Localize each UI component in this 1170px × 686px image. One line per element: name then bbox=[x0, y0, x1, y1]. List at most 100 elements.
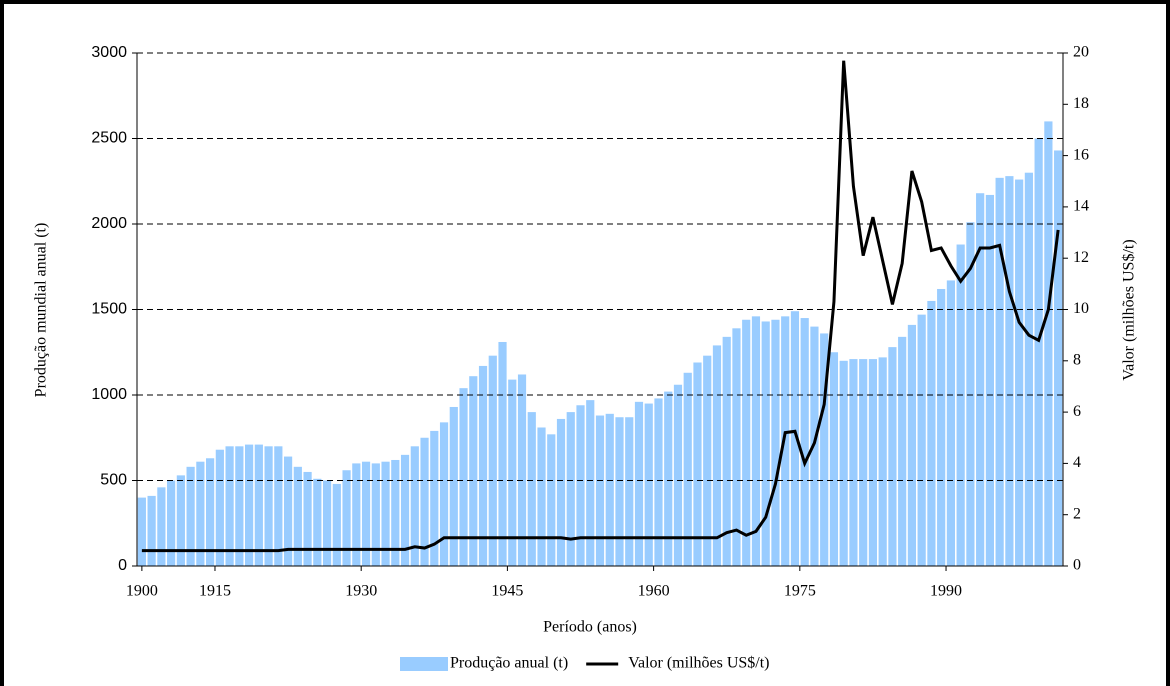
bar bbox=[907, 324, 917, 566]
bar bbox=[293, 466, 302, 566]
bar bbox=[829, 352, 839, 566]
bar bbox=[917, 314, 926, 566]
bar bbox=[527, 412, 536, 566]
bar bbox=[517, 374, 527, 566]
bar bbox=[751, 316, 761, 566]
bar bbox=[586, 400, 595, 566]
bar bbox=[673, 384, 683, 566]
bar bbox=[781, 316, 790, 566]
x-tick-label: 1930 bbox=[345, 583, 377, 600]
bar bbox=[995, 177, 1004, 566]
bar bbox=[147, 495, 156, 566]
x-tick-label: 1960 bbox=[638, 583, 670, 600]
bar bbox=[956, 244, 965, 566]
bar bbox=[1024, 172, 1033, 566]
bar bbox=[966, 222, 975, 567]
bar bbox=[478, 365, 488, 566]
bar bbox=[742, 319, 751, 566]
bar bbox=[1034, 138, 1043, 566]
bar bbox=[634, 401, 644, 566]
y2-tick-label: 6 bbox=[1073, 403, 1081, 420]
y2-tick-label: 8 bbox=[1073, 351, 1081, 368]
bar bbox=[361, 461, 371, 566]
bar bbox=[664, 391, 673, 566]
bar bbox=[761, 321, 770, 566]
bar bbox=[391, 459, 400, 566]
bar bbox=[245, 444, 254, 566]
bar bbox=[566, 412, 575, 566]
bar bbox=[576, 405, 585, 566]
bar bbox=[839, 360, 848, 566]
y2-tick-label: 14 bbox=[1073, 198, 1089, 215]
bar bbox=[206, 458, 215, 566]
y2-tick-label: 18 bbox=[1073, 95, 1089, 112]
bar bbox=[1015, 179, 1024, 567]
y-tick-label: 1500 bbox=[91, 301, 127, 318]
bar bbox=[215, 449, 224, 566]
bar bbox=[313, 478, 322, 566]
bar bbox=[644, 403, 653, 566]
x-tick-label: 1915 bbox=[199, 583, 231, 600]
y2-tick-label: 20 bbox=[1073, 44, 1089, 61]
bar bbox=[693, 362, 702, 566]
bar bbox=[274, 446, 283, 566]
bar bbox=[888, 347, 897, 566]
bar bbox=[167, 480, 176, 566]
bar bbox=[430, 430, 439, 566]
bar bbox=[157, 487, 166, 566]
bar bbox=[595, 415, 605, 566]
y-tick-label: 2000 bbox=[91, 215, 127, 232]
bar bbox=[976, 193, 985, 566]
x-tick-label: 1900 bbox=[126, 583, 158, 600]
bar bbox=[703, 355, 712, 566]
bar bbox=[1005, 176, 1014, 566]
legend-swatch bbox=[400, 657, 448, 671]
bar bbox=[322, 480, 332, 566]
bar bbox=[820, 333, 829, 566]
bar bbox=[137, 497, 146, 566]
legend-label: Produção anual (t) bbox=[450, 655, 568, 672]
bar bbox=[303, 471, 312, 566]
value-line bbox=[141, 60, 1060, 553]
bar bbox=[469, 376, 478, 566]
bar bbox=[508, 379, 517, 566]
bar bbox=[615, 417, 624, 566]
bar bbox=[352, 463, 361, 566]
y-tick-label: 0 bbox=[118, 557, 127, 574]
bar bbox=[625, 417, 634, 566]
bar bbox=[946, 280, 955, 566]
bar bbox=[235, 446, 244, 566]
x-axis-label: Período (anos) bbox=[543, 619, 637, 636]
bar bbox=[800, 318, 809, 566]
bar bbox=[605, 413, 614, 566]
bar bbox=[449, 406, 458, 566]
y-tick-label: 3000 bbox=[91, 44, 127, 61]
bar bbox=[420, 437, 429, 566]
x-tick-label: 1990 bbox=[930, 583, 962, 600]
bar bbox=[985, 194, 994, 566]
bar bbox=[439, 422, 449, 566]
bar bbox=[868, 359, 878, 566]
bar bbox=[849, 359, 858, 566]
bar bbox=[898, 336, 907, 566]
bar bbox=[410, 446, 419, 566]
bar bbox=[859, 359, 868, 566]
bar bbox=[400, 454, 410, 566]
y2-tick-label: 12 bbox=[1073, 249, 1089, 266]
bar bbox=[683, 372, 692, 566]
y2-tick-label: 16 bbox=[1073, 146, 1089, 163]
bar bbox=[371, 463, 380, 566]
legend-label: Valor (milhões US$/t) bbox=[628, 655, 769, 672]
bar bbox=[1044, 121, 1053, 567]
bar bbox=[225, 446, 234, 566]
bar bbox=[381, 461, 390, 566]
y2-tick-label: 4 bbox=[1073, 454, 1081, 471]
bar bbox=[254, 444, 263, 566]
bar bbox=[459, 388, 468, 566]
bar bbox=[186, 466, 195, 566]
x-tick-label: 1975 bbox=[784, 583, 816, 600]
bar bbox=[732, 328, 741, 566]
bar bbox=[722, 336, 731, 566]
bar bbox=[196, 461, 205, 566]
